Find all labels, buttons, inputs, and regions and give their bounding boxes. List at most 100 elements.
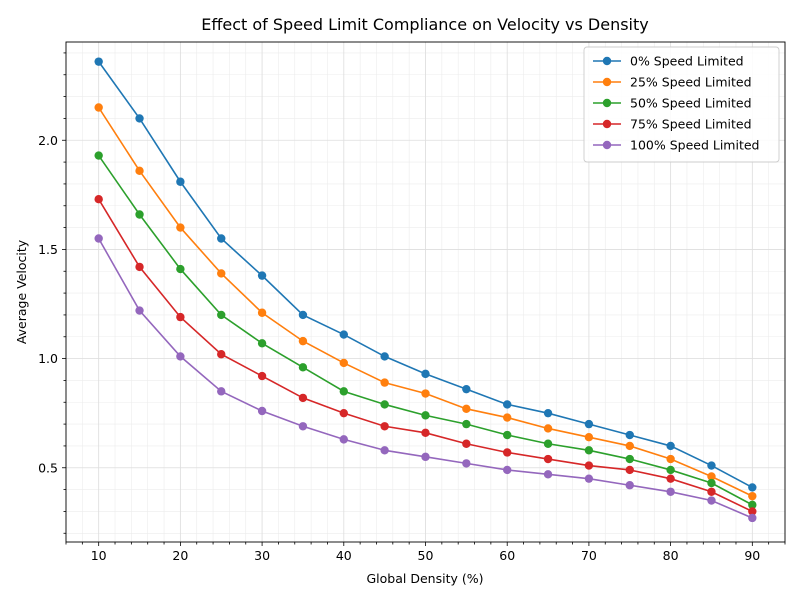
data-point <box>543 424 553 433</box>
legend-label: 25% Speed Limited <box>630 75 752 90</box>
data-point <box>584 419 594 429</box>
data-point <box>666 474 675 483</box>
y-tick-label: 0.5 <box>38 460 58 475</box>
legend: 0% Speed Limited 25% Speed Limited 50% Spe… <box>583 46 780 163</box>
series-layer <box>94 57 757 523</box>
data-point <box>257 406 267 416</box>
data-point <box>380 446 389 455</box>
series-3 <box>94 195 757 516</box>
data-point <box>707 478 716 488</box>
data-point <box>543 439 553 448</box>
series-1 <box>94 103 757 501</box>
data-point <box>625 454 634 464</box>
x-tick-label: 70 <box>581 548 597 563</box>
legend-item: 75% Speed Limited <box>593 117 752 132</box>
data-point <box>707 472 716 481</box>
chart-title: Effect of Speed Limit Compliance on Velo… <box>201 15 648 34</box>
data-point <box>339 435 348 444</box>
data-point <box>257 308 267 317</box>
legend-box <box>583 46 780 163</box>
legend-item: 100% Speed Limited <box>593 138 759 153</box>
data-point <box>503 448 512 457</box>
y-axis: 0.5 1.0 1.5 2.0 <box>38 52 66 534</box>
data-point <box>421 389 430 398</box>
legend-marker <box>602 119 612 129</box>
data-point <box>625 430 634 440</box>
data-point <box>462 384 471 394</box>
data-point <box>217 234 226 243</box>
data-point <box>666 465 675 475</box>
data-point <box>421 411 430 420</box>
data-point <box>666 454 675 464</box>
data-point <box>217 269 226 278</box>
legend-marker <box>602 98 612 108</box>
data-point <box>462 419 471 429</box>
data-point <box>380 400 389 409</box>
y-tick-label: 2.0 <box>38 133 58 148</box>
data-point <box>176 264 185 274</box>
data-point <box>462 404 471 414</box>
data-point <box>625 481 634 490</box>
data-point <box>176 223 185 232</box>
data-point <box>462 459 471 468</box>
x-tick-label: 60 <box>499 548 515 563</box>
data-point <box>94 234 103 243</box>
data-point <box>503 400 512 409</box>
data-point <box>176 312 185 322</box>
data-point <box>625 441 634 451</box>
data-point <box>380 378 389 387</box>
data-point <box>707 461 716 470</box>
data-point <box>543 454 553 464</box>
x-tick-label: 90 <box>744 548 760 563</box>
data-point <box>135 166 144 176</box>
data-point <box>421 369 430 379</box>
data-point <box>666 441 675 451</box>
y-tick-label: 1.0 <box>38 351 58 366</box>
legend-item: 0% Speed Limited <box>593 54 744 69</box>
data-point <box>380 352 389 361</box>
y-axis-label: Average Velocity <box>14 239 29 344</box>
legend-label: 75% Speed Limited <box>630 117 752 132</box>
x-tick-label: 40 <box>336 548 352 563</box>
data-point <box>94 151 103 160</box>
data-point <box>462 439 471 448</box>
x-tick-label: 30 <box>254 548 270 563</box>
x-axis-label: Global Density (%) <box>367 571 484 586</box>
data-point <box>339 387 348 396</box>
data-point <box>298 422 308 431</box>
data-point <box>625 465 634 475</box>
data-point <box>584 432 594 442</box>
data-point <box>257 271 267 280</box>
data-point <box>707 487 716 496</box>
data-point <box>257 371 267 381</box>
data-point <box>298 336 308 346</box>
data-point <box>135 306 144 315</box>
data-point <box>298 393 308 403</box>
data-point <box>748 500 757 510</box>
data-point <box>748 483 757 492</box>
data-point <box>135 114 144 123</box>
legend-marker <box>602 56 612 66</box>
legend-item: 50% Speed Limited <box>593 96 752 111</box>
legend-label: 0% Speed Limited <box>630 54 744 69</box>
data-point <box>666 487 675 496</box>
data-point <box>748 513 757 523</box>
x-tick-label: 80 <box>663 548 679 563</box>
data-point <box>94 195 103 204</box>
series-2 <box>94 151 757 510</box>
data-point <box>94 103 103 112</box>
legend-marker <box>602 77 612 87</box>
data-point <box>298 363 308 372</box>
x-tick-label: 20 <box>172 548 188 563</box>
legend-label: 50% Speed Limited <box>630 96 752 111</box>
data-point <box>707 496 716 505</box>
data-point <box>421 452 430 462</box>
data-point <box>135 210 144 219</box>
legend-item: 25% Speed Limited <box>593 75 752 90</box>
data-point <box>339 330 348 339</box>
data-point <box>217 310 226 320</box>
data-point <box>543 408 553 418</box>
data-point <box>748 507 757 516</box>
data-point <box>176 177 185 186</box>
